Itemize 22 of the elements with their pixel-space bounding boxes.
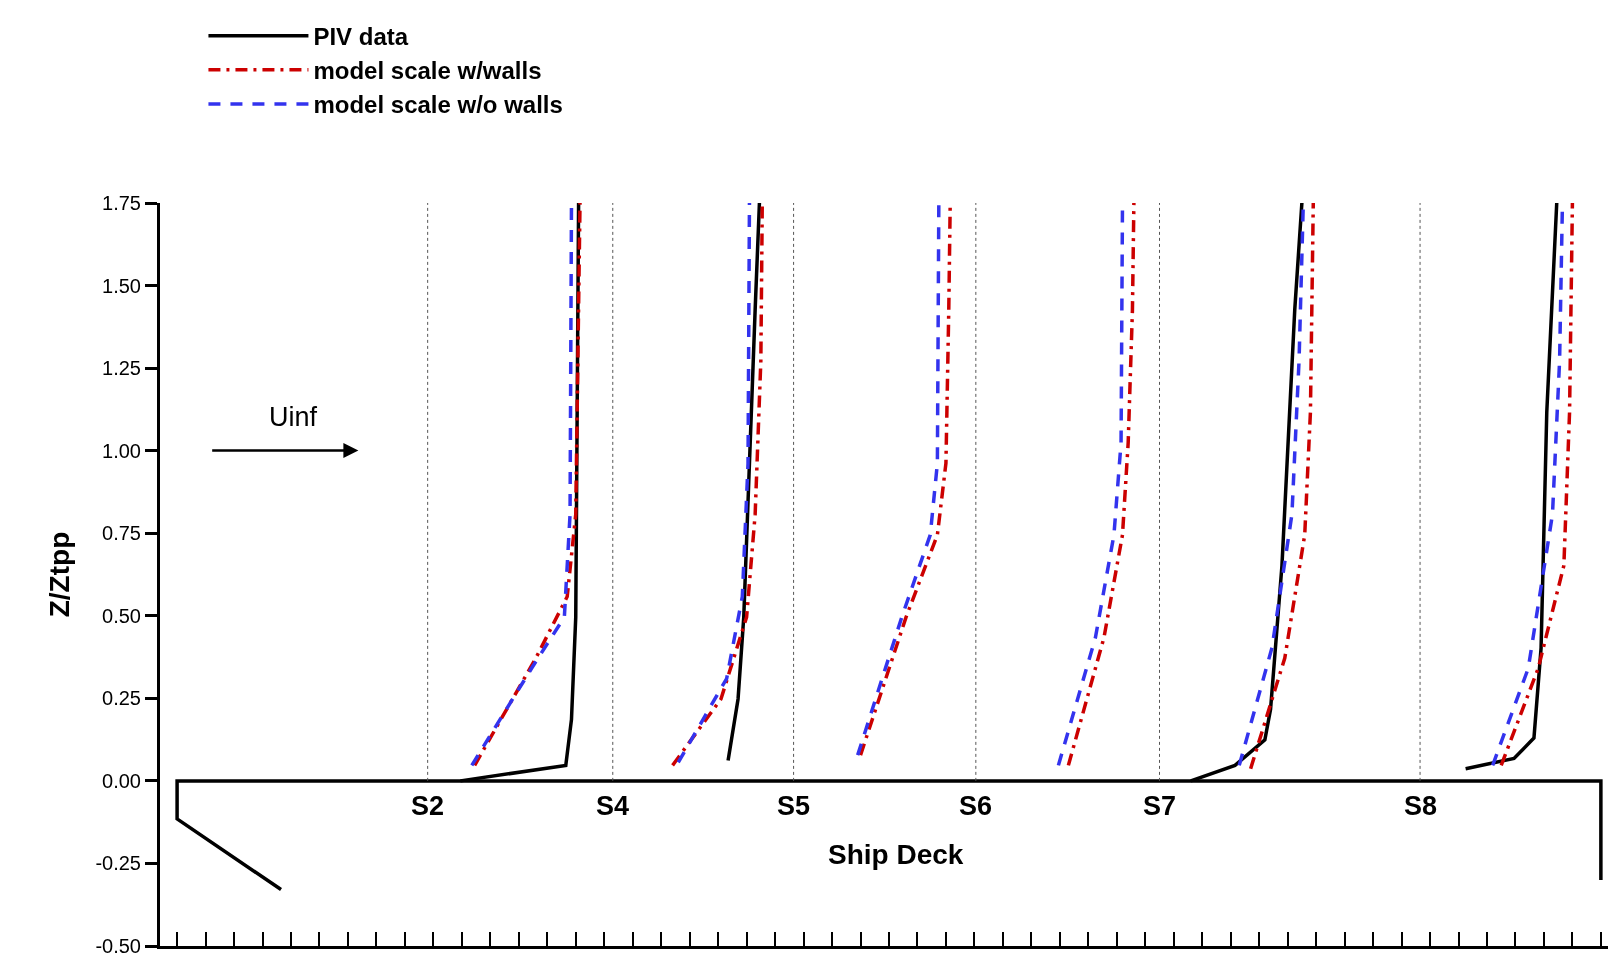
- y-tick-label: 0.00: [102, 769, 141, 792]
- y-tick-label: 0.75: [102, 522, 141, 545]
- ref-line-label: S8: [1404, 791, 1438, 821]
- y-axis-title: Z/Ztpp: [44, 531, 76, 618]
- annotation: Uinf: [269, 402, 318, 432]
- legend-label: model scale w/o walls: [313, 91, 563, 119]
- ref-line-label: S5: [777, 791, 811, 821]
- y-tick-label: 1.00: [102, 439, 141, 462]
- legend-label: PIV data: [313, 22, 409, 50]
- annotation: Ship Deck: [828, 839, 964, 870]
- y-tick-label: 1.25: [102, 357, 141, 380]
- y-tick-label: 1.50: [102, 274, 141, 297]
- ref-line-label: S4: [596, 791, 630, 821]
- y-tick-label: 0.50: [102, 604, 141, 627]
- ref-line-label: S2: [411, 791, 445, 821]
- y-tick-label: 1.75: [102, 192, 141, 214]
- y-tick-label: 0.25: [102, 687, 141, 710]
- ref-line-label: S7: [1143, 791, 1177, 821]
- ref-line-label: S6: [959, 791, 993, 821]
- legend-label: model scale w/walls: [313, 57, 542, 85]
- y-tick-label: -0.50: [95, 935, 141, 957]
- y-tick-label: -0.25: [95, 852, 141, 875]
